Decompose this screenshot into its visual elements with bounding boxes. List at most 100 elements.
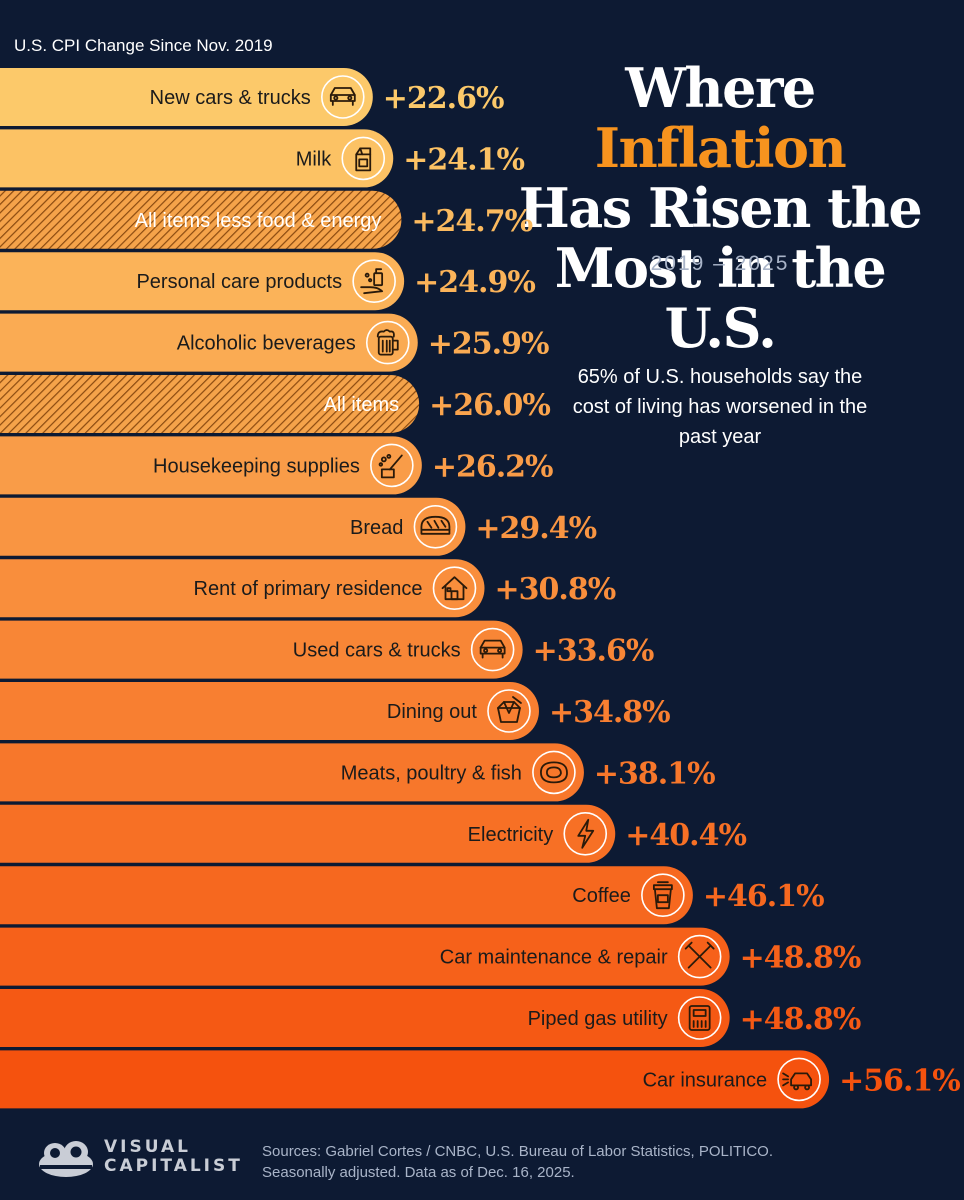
car-crash-icon-glyph bbox=[782, 1072, 812, 1091]
house-icon bbox=[432, 566, 477, 611]
bar-group: Electricity +40.4% bbox=[0, 804, 747, 863]
bar-label: All items less food & energy bbox=[135, 210, 382, 232]
bar-value-label: +29.4% bbox=[475, 511, 596, 546]
bar-label: Housekeeping supplies bbox=[153, 455, 360, 477]
bar-group: New cars & trucks +22.6% bbox=[0, 68, 505, 126]
beer-mug-icon-glyph bbox=[376, 329, 399, 356]
bar-value-label: +26.2% bbox=[432, 449, 553, 484]
bar-group: Rent of primary residence +30.8% bbox=[0, 559, 617, 618]
bar bbox=[0, 190, 402, 249]
logo-line2: CAPITALIST bbox=[104, 1156, 243, 1176]
bar-label: Personal care products bbox=[136, 271, 342, 293]
bar-label: New cars & trucks bbox=[150, 87, 311, 109]
logo-line1: VISUAL bbox=[104, 1137, 191, 1157]
bar-label: Used cars & trucks bbox=[293, 640, 461, 662]
wrench-hammer-icon-glyph bbox=[684, 941, 715, 969]
title-part1: Where bbox=[625, 56, 816, 120]
bar-value-label: +24.9% bbox=[414, 265, 535, 300]
title-line2: Has Risen the bbox=[518, 176, 923, 240]
bar-value-label: +40.4% bbox=[625, 818, 746, 853]
gas-meter-icon-glyph bbox=[688, 1005, 711, 1031]
coffee-cup-icon-glyph bbox=[652, 881, 673, 910]
title-line3: Most in the U.S. bbox=[554, 236, 887, 360]
bar-group: Housekeeping supplies +26.2% bbox=[0, 436, 554, 495]
bar bbox=[0, 436, 422, 495]
bar bbox=[0, 68, 373, 126]
bar-group: Coffee +46.1% bbox=[0, 866, 825, 925]
bar-group: Dining out +34.8% bbox=[0, 682, 671, 740]
bar-label: Car maintenance & repair bbox=[440, 947, 668, 969]
bar bbox=[0, 927, 730, 986]
bar-value-label: +38.1% bbox=[594, 756, 715, 791]
bar-group: Piped gas utility +48.8% bbox=[0, 989, 862, 1047]
bar-group: All items less food & energy +24.7% bbox=[0, 190, 534, 249]
sources-line2: Seasonally adjusted. Data as of Dec. 16,… bbox=[262, 1164, 575, 1181]
bar-group: Bread +29.4% bbox=[0, 497, 598, 556]
title-accent: Inflation bbox=[594, 116, 847, 180]
bar-group: All items +26.0% bbox=[0, 375, 551, 433]
bar-value-label: +24.1% bbox=[403, 142, 524, 177]
bar-value-label: +24.7% bbox=[411, 204, 532, 239]
beer-mug-icon bbox=[365, 320, 410, 365]
bar bbox=[0, 804, 616, 863]
bar-label: Piped gas utility bbox=[528, 1008, 668, 1030]
takeout-box-icon-glyph bbox=[497, 696, 522, 723]
bar-value-label: +33.6% bbox=[533, 634, 654, 669]
bar-group: Milk +24.1% bbox=[0, 129, 525, 188]
car-icon bbox=[321, 75, 365, 119]
bar-group: Meats, poultry & fish +38.1% bbox=[0, 743, 716, 802]
steak-icon bbox=[532, 750, 576, 795]
year-range: 2019 – 2025 bbox=[650, 252, 790, 275]
bar-group: Alcoholic beverages +25.9% bbox=[0, 313, 550, 372]
bar bbox=[0, 559, 485, 618]
bread-icon-glyph bbox=[420, 515, 451, 535]
milk-carton-icon bbox=[341, 136, 386, 181]
bar-label: Dining out bbox=[387, 701, 478, 723]
bar-chart: New cars & trucks +22.6% Milk +24.1% All ite… bbox=[0, 68, 961, 1109]
car-icon-glyph bbox=[329, 87, 356, 106]
cleaning-spray-icon bbox=[370, 443, 414, 488]
bar-value-label: +34.8% bbox=[549, 695, 670, 730]
bar bbox=[0, 866, 693, 925]
bar-value-label: +25.9% bbox=[428, 327, 549, 362]
bar bbox=[0, 497, 466, 556]
car-icon-glyph bbox=[479, 639, 506, 659]
bar-value-label: +56.1% bbox=[839, 1063, 960, 1098]
bar-label: Car insurance bbox=[643, 1069, 768, 1091]
bar-label: Alcoholic beverages bbox=[177, 333, 356, 355]
bar-label: All items bbox=[324, 394, 400, 416]
bar-value-label: +22.6% bbox=[383, 81, 504, 116]
household-note: 65% of U.S. households say the cost of l… bbox=[572, 366, 868, 448]
bar-value-label: +26.0% bbox=[429, 388, 550, 423]
milk-carton-icon-glyph bbox=[355, 147, 372, 172]
bar-label: Meats, poultry & fish bbox=[341, 762, 522, 784]
lightning-bolt-icon-glyph bbox=[577, 818, 595, 849]
bar-group: Personal care products +24.9% bbox=[0, 252, 536, 311]
house-icon-glyph bbox=[441, 576, 468, 601]
visual-capitalist-logo: VISUAL CAPITALIST bbox=[36, 1136, 243, 1178]
bar-value-label: +46.1% bbox=[703, 879, 824, 914]
logo-mark-icon bbox=[39, 1141, 93, 1177]
bar bbox=[0, 1050, 830, 1109]
sources-line1: Sources: Gabriel Cortes / CNBC, U.S. Bur… bbox=[262, 1143, 774, 1160]
bar-label: Electricity bbox=[468, 824, 554, 846]
bar-label: Milk bbox=[296, 148, 333, 170]
bar bbox=[0, 375, 420, 433]
car-crash-icon bbox=[777, 1057, 821, 1102]
bar-group: Car maintenance & repair +48.8% bbox=[0, 927, 862, 986]
steak-icon-glyph bbox=[540, 761, 568, 784]
chart-subtitle: U.S. CPI Change Since Nov. 2019 bbox=[14, 36, 273, 55]
gas-meter-icon bbox=[677, 996, 722, 1040]
bar bbox=[0, 620, 523, 679]
bar-group: Car insurance +56.1% bbox=[0, 1050, 961, 1109]
bar bbox=[0, 252, 405, 311]
bar-value-label: +48.8% bbox=[740, 941, 861, 976]
bar bbox=[0, 743, 584, 802]
sources-note: Sources: Gabriel Cortes / CNBC, U.S. Bur… bbox=[262, 1141, 942, 1183]
bar-value-label: +48.8% bbox=[740, 1002, 861, 1037]
car-icon bbox=[470, 627, 515, 672]
bar bbox=[0, 989, 730, 1047]
bar bbox=[0, 313, 418, 372]
soap-hand-icon-glyph bbox=[360, 268, 384, 295]
bar-label: Coffee bbox=[572, 885, 631, 907]
